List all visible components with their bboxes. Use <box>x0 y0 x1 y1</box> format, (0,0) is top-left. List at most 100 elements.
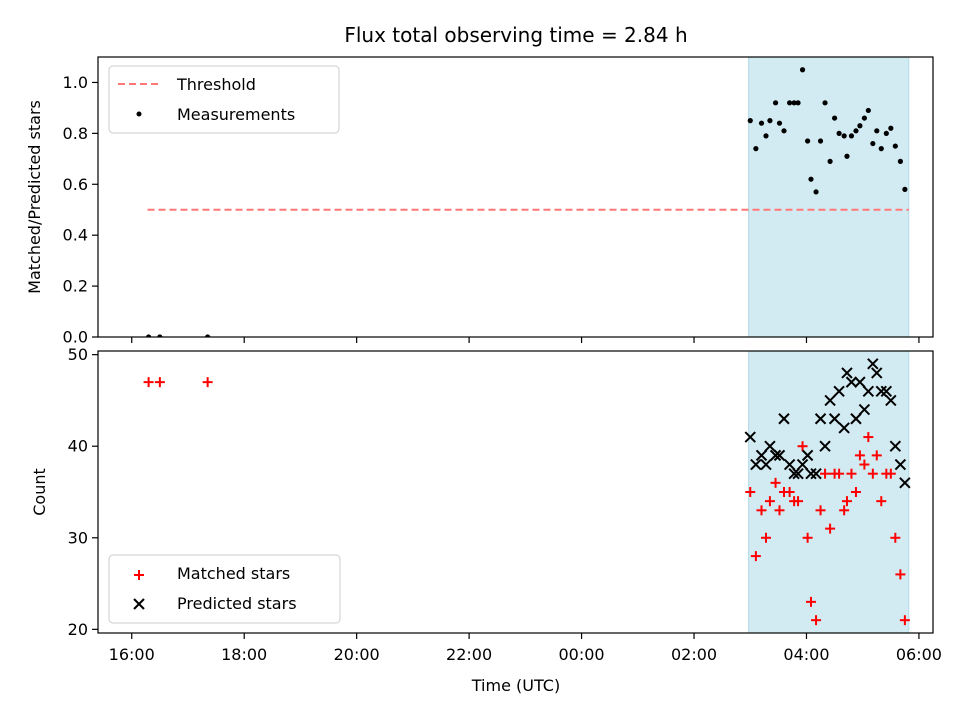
matched-star-point <box>863 432 874 443</box>
legend-measurements-label: Measurements <box>177 105 295 124</box>
measurement-point <box>892 143 898 149</box>
y-tick-label: 30 <box>68 528 88 547</box>
matched-star-point <box>811 615 822 626</box>
x-tick-label: 06:00 <box>896 645 942 664</box>
predicted-star-point <box>828 413 841 425</box>
measurement-point <box>848 133 855 139</box>
predicted-star-point <box>783 458 796 471</box>
matched-star-point <box>774 505 785 516</box>
matched-star-point <box>820 468 831 479</box>
bottom-axes-frame <box>97 350 934 634</box>
matched-star-point <box>750 551 761 562</box>
matched-star-point <box>876 496 887 507</box>
count-points <box>143 358 911 626</box>
measurement-point <box>776 120 783 126</box>
matched-star-point <box>154 377 165 388</box>
predicted-star-point <box>862 385 875 397</box>
matched-star-point <box>885 468 896 479</box>
bottom-legend-box <box>108 554 341 624</box>
top-y-axis-label: Matched/Predicted stars <box>25 100 44 294</box>
measurement-point <box>146 334 152 337</box>
bottom-legend: Matched stars Predicted stars <box>108 554 341 624</box>
matched-star-point <box>756 505 767 516</box>
predicted-star-point <box>894 458 907 471</box>
predicted-star-point <box>801 449 814 462</box>
top-axes-frame <box>97 56 934 338</box>
matched-star-point <box>871 450 882 461</box>
predicted-star-point <box>755 449 768 462</box>
measurement-point <box>763 133 769 139</box>
predicted-star-point <box>769 449 782 462</box>
bottom-subplot: 20 30 40 50 16:00 18:00 20:00 22:00 00:00 02:00 0… <box>30 345 942 695</box>
measurement-point <box>861 115 868 121</box>
predicted-star-point <box>810 467 822 480</box>
matched-star-point <box>784 487 795 497</box>
measurement-point <box>205 334 211 337</box>
matched-star-point <box>854 450 865 461</box>
measurement-point <box>844 153 850 159</box>
matched-star-point <box>867 468 878 479</box>
y-tick-label: 1.0 <box>63 73 88 92</box>
y-tick-label: 50 <box>68 345 88 364</box>
predicted-star-point <box>885 394 897 407</box>
legend-matched-swatch <box>134 570 144 580</box>
y-tick-label: 0.0 <box>63 328 88 347</box>
predicted-star-point <box>875 385 887 397</box>
measurement-point <box>772 100 779 106</box>
predicted-star-point <box>899 477 911 489</box>
x-tick-label: 18:00 <box>221 645 267 664</box>
y-tick-label: 0.6 <box>63 175 88 194</box>
measurement-point <box>857 123 863 129</box>
predicted-star-point <box>814 413 827 425</box>
matched-star-point <box>745 487 756 497</box>
predicted-star-point <box>744 431 756 443</box>
matched-star-point <box>859 459 870 470</box>
measurement-point <box>853 128 859 134</box>
matched-star-point <box>895 569 906 580</box>
measurement-point <box>822 100 828 106</box>
predicted-star-point <box>778 413 790 425</box>
matched-star-point <box>793 496 804 507</box>
measurement-point <box>753 146 759 152</box>
matched-star-point <box>846 468 857 479</box>
matched-star-point <box>761 532 771 543</box>
measurement-point <box>817 138 824 144</box>
measurement-points <box>146 67 908 337</box>
measurement-point <box>747 118 753 124</box>
measurement-point <box>799 67 806 73</box>
predicted-star-point <box>841 367 853 379</box>
x-tick-label: 20:00 <box>334 645 380 664</box>
measurement-point <box>781 128 787 134</box>
legend-threshold-label: Threshold <box>176 75 256 94</box>
measurement-point <box>836 130 842 136</box>
top-legend: Threshold Measurements <box>108 65 340 134</box>
matched-star-point <box>764 496 775 507</box>
predicted-star-point <box>858 403 871 416</box>
matched-star-point <box>805 596 816 607</box>
top-observing-span <box>748 56 910 338</box>
measurement-point <box>874 128 880 134</box>
measurement-point <box>813 189 819 195</box>
legend-matched-label: Matched stars <box>177 564 290 583</box>
matched-star-point <box>797 441 808 452</box>
x-tick-label: 00:00 <box>559 645 605 664</box>
predicted-star-point <box>833 385 845 397</box>
top-y-ticks: 0.0 0.2 0.4 0.6 0.8 1.0 <box>63 73 98 347</box>
predicted-star-point <box>796 458 809 471</box>
matched-star-point <box>834 468 845 479</box>
x-tick-label: 02:00 <box>671 645 717 664</box>
measurement-point <box>795 100 801 106</box>
x-tick-label: 22:00 <box>446 645 492 664</box>
measurement-point <box>878 146 884 152</box>
measurement-point <box>787 100 793 106</box>
bottom-y-axis-label: Count <box>30 468 49 516</box>
measurement-point <box>831 115 838 121</box>
matched-star-point <box>825 523 836 534</box>
bottom-y-ticks: 20 30 40 50 <box>68 345 98 639</box>
predicted-star-point <box>792 467 804 480</box>
predicted-star-point <box>750 458 762 471</box>
x-tick-label: 16:00 <box>109 645 155 664</box>
predicted-star-point <box>845 376 858 388</box>
measurement-point <box>767 118 773 124</box>
